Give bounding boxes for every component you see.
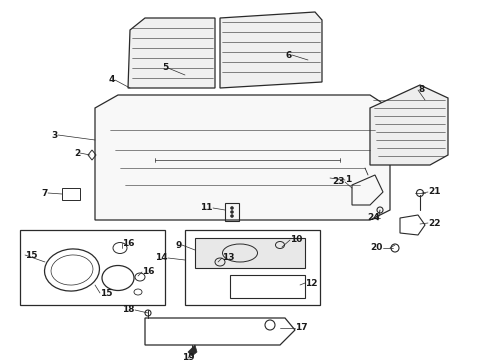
Text: 11: 11 — [200, 203, 213, 212]
Text: 7: 7 — [42, 189, 48, 198]
Circle shape — [231, 211, 233, 213]
Text: 10: 10 — [290, 235, 302, 244]
Text: 5: 5 — [162, 63, 168, 72]
Circle shape — [231, 207, 233, 209]
Polygon shape — [188, 345, 197, 356]
Text: 3: 3 — [52, 130, 58, 139]
Circle shape — [231, 215, 233, 217]
Text: 9: 9 — [175, 240, 182, 249]
Polygon shape — [195, 238, 305, 268]
Text: 24: 24 — [368, 213, 380, 222]
Text: 17: 17 — [295, 324, 308, 333]
Polygon shape — [95, 95, 390, 220]
Text: 18: 18 — [122, 306, 135, 315]
Text: 15: 15 — [100, 288, 113, 297]
Text: 4: 4 — [109, 76, 115, 85]
Text: 2: 2 — [74, 148, 80, 158]
Text: 19: 19 — [182, 354, 195, 360]
Text: 13: 13 — [222, 253, 235, 262]
Text: 21: 21 — [428, 188, 441, 197]
Text: 12: 12 — [305, 279, 318, 288]
Text: 20: 20 — [370, 243, 383, 252]
Text: 8: 8 — [418, 85, 424, 94]
Text: 6: 6 — [286, 50, 292, 59]
Text: 23: 23 — [333, 177, 345, 186]
Polygon shape — [220, 12, 322, 88]
Text: 14: 14 — [155, 253, 168, 262]
Text: 16: 16 — [142, 267, 154, 276]
Text: 16: 16 — [122, 238, 134, 248]
Text: 15: 15 — [25, 251, 38, 260]
Polygon shape — [370, 85, 448, 165]
Polygon shape — [128, 18, 215, 88]
Text: 1: 1 — [345, 175, 351, 184]
Text: 22: 22 — [428, 219, 441, 228]
